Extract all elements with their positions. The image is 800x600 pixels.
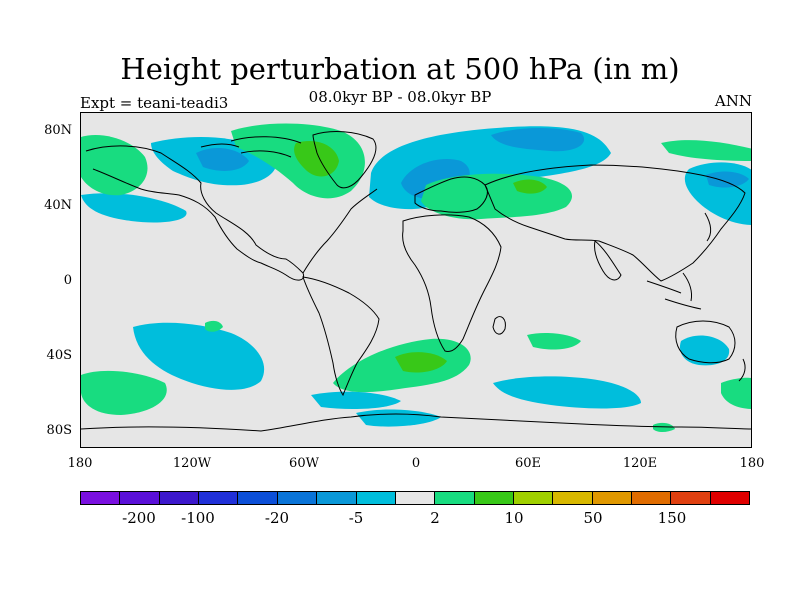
north-america-coast: [85, 145, 305, 281]
colorbar-cell: [395, 492, 436, 504]
map-canvas: [81, 123, 751, 432]
asia-coast: [484, 164, 746, 282]
madagascar-coast: [492, 316, 506, 335]
south-indian-low: [493, 376, 641, 409]
russia-high-core: [513, 179, 547, 194]
alaska-high: [81, 135, 148, 196]
plot-title: Height perturbation at 500 hPa (in m): [120, 52, 680, 86]
colorbar-label: 150: [657, 509, 687, 527]
colorbar-cell: [435, 492, 475, 504]
coastlines: [81, 131, 751, 432]
lat-label-40n: 40N: [44, 198, 72, 213]
colorbar-cell: [513, 492, 554, 504]
north-pacific-low: [81, 193, 187, 223]
colorbar-cell: [710, 492, 750, 504]
lon-label-60w: 60W: [289, 456, 319, 471]
season-label: ANN: [714, 92, 752, 110]
lon-label-0: 0: [411, 456, 421, 471]
lat-label-40s: 40S: [46, 348, 72, 363]
negative-anomaly-regions: [81, 126, 751, 427]
colorbar-cell: [238, 492, 278, 504]
india-coast: [594, 240, 622, 281]
australia-coast: [675, 320, 736, 364]
east-siberia-high: [661, 140, 751, 161]
colorbar-cell: [474, 492, 514, 504]
positive-anomaly-regions: [81, 123, 751, 432]
antarctica-coast: [81, 413, 751, 432]
south-america-coast: [302, 276, 380, 397]
lon-label-180w: 180: [67, 456, 93, 471]
south-pacific-low: [133, 322, 265, 390]
colorbar-label: -20: [264, 509, 290, 527]
greenland-coast: [312, 131, 377, 189]
lat-label-0: 0: [63, 273, 72, 288]
south-pacific-high: [81, 370, 167, 415]
southeast-pacific-high: [721, 377, 751, 409]
lat-label-80n: 80N: [44, 123, 72, 138]
experiment-label: Expt = teani-teadi3: [80, 94, 229, 112]
new-zealand-coast: [738, 358, 746, 382]
northwest-pacific-low-core: [706, 171, 749, 188]
japan-coast: [704, 212, 712, 242]
colorbar-cell: [159, 492, 200, 504]
colorbar-cell: [277, 492, 318, 504]
lat-label-80s: 80S: [46, 423, 72, 438]
colorbar-cell: [356, 492, 396, 504]
lon-label-120e: 120E: [622, 456, 658, 471]
plot-subtitle: 08.0kyr BP - 08.0kyr BP: [308, 88, 492, 106]
colorbar-label: -100: [181, 509, 215, 527]
colorbar-label: -5: [348, 509, 364, 527]
indian-ocean-high: [527, 333, 581, 350]
colorbar-cell: [592, 492, 633, 504]
colorbar-cell: [317, 492, 357, 504]
map-panel: [80, 112, 752, 448]
colorbar-label: 50: [583, 509, 603, 527]
colorbar: [80, 491, 750, 505]
canadian-archipelago: [200, 136, 302, 158]
europe-coast: [414, 176, 488, 213]
colorbar-cell: [81, 492, 121, 504]
south-atlantic-high-core: [395, 352, 447, 373]
africa-coast: [402, 214, 502, 352]
greenland-high-core: [294, 141, 339, 177]
greenland-high: [231, 123, 365, 199]
antarctic-low: [356, 409, 441, 427]
lon-label-60e: 60E: [514, 456, 542, 471]
colorbar-cell: [199, 492, 239, 504]
colorbar-label: 10: [504, 509, 524, 527]
colorbar-cell: [671, 492, 711, 504]
southern-ocean-low: [311, 391, 401, 409]
siberia-low: [491, 128, 585, 152]
colorbar-label: -200: [122, 509, 156, 527]
lon-label-120w: 120W: [172, 456, 212, 471]
maritime-asia-coast: [646, 272, 702, 310]
arctic-canada-low-core: [196, 147, 249, 171]
colorbar-cell: [553, 492, 593, 504]
colorbar-label: 2: [430, 509, 440, 527]
tasman-high: [653, 422, 675, 432]
lon-label-180e: 180: [739, 456, 765, 471]
pacific-islet-high: [205, 320, 223, 332]
colorbar-cell: [120, 492, 160, 504]
north-america-east-coast: [302, 188, 378, 274]
northwest-pacific-low: [684, 162, 751, 225]
colorbar-cell: [632, 492, 672, 504]
australia-low: [679, 335, 730, 366]
